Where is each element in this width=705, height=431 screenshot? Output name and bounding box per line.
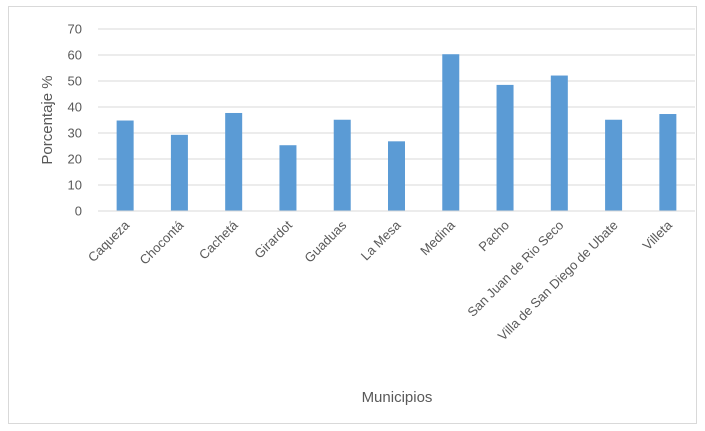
x-tick-label: Guaduas xyxy=(301,217,349,265)
y-tick-label: 10 xyxy=(68,178,82,193)
x-tick-label: Pacho xyxy=(475,218,512,255)
y-tick-label: 0 xyxy=(75,204,82,219)
y-axis-title: Porcentaje % xyxy=(39,75,56,164)
bar-caqueza xyxy=(116,120,134,211)
y-tick-label: 20 xyxy=(68,152,82,167)
bar-la-mesa xyxy=(388,141,405,211)
bar-girardot xyxy=(279,145,297,211)
x-tick-label: Girardot xyxy=(251,217,295,261)
x-tick-label: Cachetá xyxy=(196,217,241,262)
x-tick-label: San Juan de Rio Seco xyxy=(464,218,566,320)
gridlines xyxy=(98,28,695,186)
x-tick-label: Chocontá xyxy=(137,217,188,268)
y-tick-label: 40 xyxy=(68,100,82,115)
bar-chocont- xyxy=(170,134,188,211)
bar-san-juan-de-rio-seco xyxy=(550,75,568,211)
x-tick-label: Caqueza xyxy=(85,217,133,265)
x-tick-label: Medina xyxy=(417,217,458,258)
y-tick-label: 50 xyxy=(68,74,82,89)
bar-villeta xyxy=(659,114,677,211)
x-axis-title: Municipios xyxy=(362,389,433,406)
x-tick-label: La Mesa xyxy=(358,217,404,263)
y-tick-label: 60 xyxy=(68,48,82,63)
bar-villa-de-san-diego-de-ubate xyxy=(605,119,623,211)
bar-pacho xyxy=(496,84,514,211)
y-tick-label: 70 xyxy=(68,22,82,37)
bars xyxy=(116,54,677,211)
bar-guaduas xyxy=(333,119,351,211)
chart-frame xyxy=(8,6,697,424)
x-tick-label: Villeta xyxy=(639,217,675,253)
y-tick-label: 30 xyxy=(68,126,82,141)
y-tick-labels: 0 10 20 30 40 50 60 70 xyxy=(68,22,82,219)
bar-cachet- xyxy=(225,112,243,211)
x-tick-labels: Caqueza Chocontá Cachetá Girardot Guaduas La … xyxy=(85,217,676,343)
bar-medina xyxy=(442,54,460,211)
